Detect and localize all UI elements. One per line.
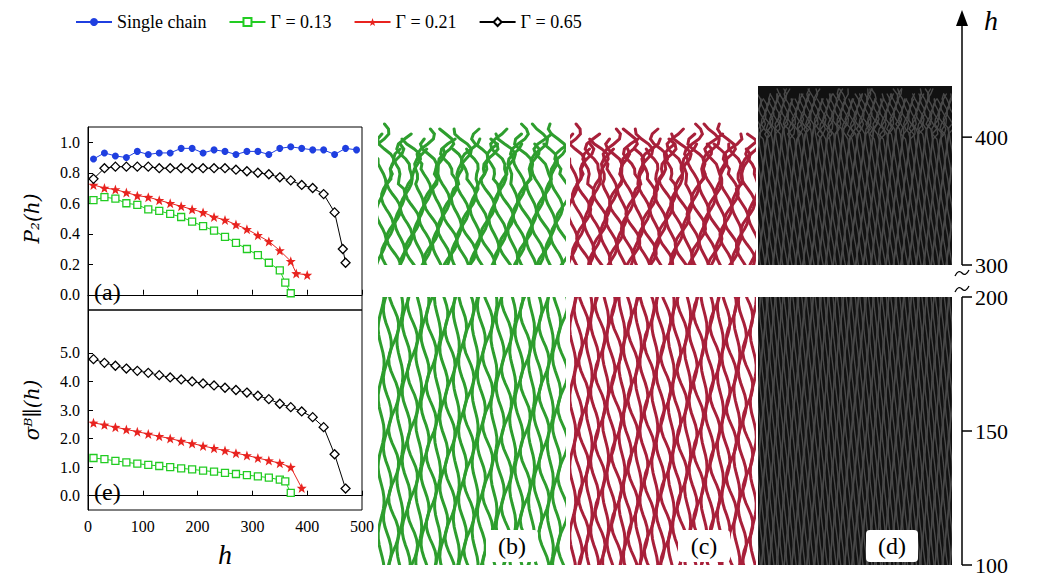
svg-text:h: h xyxy=(218,539,232,570)
svg-text:0.4: 0.4 xyxy=(60,225,80,242)
svg-text:1.0: 1.0 xyxy=(60,134,80,151)
svg-text:300: 300 xyxy=(240,518,264,535)
svg-text:P₂(h): P₂(h) xyxy=(20,194,44,245)
svg-text:0: 0 xyxy=(84,518,92,535)
svg-text:Γ = 0.13: Γ = 0.13 xyxy=(270,12,331,32)
svg-text:4.0: 4.0 xyxy=(60,373,80,390)
svg-text:(d): (d) xyxy=(878,533,906,559)
svg-text:0.8: 0.8 xyxy=(60,164,80,181)
svg-text:500: 500 xyxy=(350,518,374,535)
svg-text:0.0: 0.0 xyxy=(60,487,80,504)
svg-text:0.0: 0.0 xyxy=(60,286,80,303)
svg-text:150: 150 xyxy=(975,419,1008,444)
svg-text:Γ = 0.65: Γ = 0.65 xyxy=(521,12,582,32)
svg-text:100: 100 xyxy=(131,518,155,535)
svg-text:h: h xyxy=(984,5,998,36)
svg-text:300: 300 xyxy=(975,253,1008,278)
svg-text:(a): (a) xyxy=(94,279,121,305)
svg-text:100: 100 xyxy=(975,553,1008,578)
svg-text:Single chain: Single chain xyxy=(117,12,206,32)
svg-text:0.2: 0.2 xyxy=(60,256,80,273)
svg-text:(b): (b) xyxy=(498,533,526,559)
svg-text:3.0: 3.0 xyxy=(60,402,80,419)
svg-text:1.0: 1.0 xyxy=(60,459,80,476)
svg-text:5.0: 5.0 xyxy=(60,344,80,361)
svg-text:(e): (e) xyxy=(94,479,121,505)
svg-text:400: 400 xyxy=(295,518,319,535)
svg-text:200: 200 xyxy=(975,285,1008,310)
svg-text:σᴮ∥(h): σᴮ∥(h) xyxy=(20,380,44,441)
svg-text:200: 200 xyxy=(186,518,210,535)
svg-text:400: 400 xyxy=(975,125,1008,150)
svg-text:Γ = 0.21: Γ = 0.21 xyxy=(396,12,457,32)
svg-text:(c): (c) xyxy=(691,533,718,559)
svg-text:0.6: 0.6 xyxy=(60,195,80,212)
svg-text:2.0: 2.0 xyxy=(60,430,80,447)
